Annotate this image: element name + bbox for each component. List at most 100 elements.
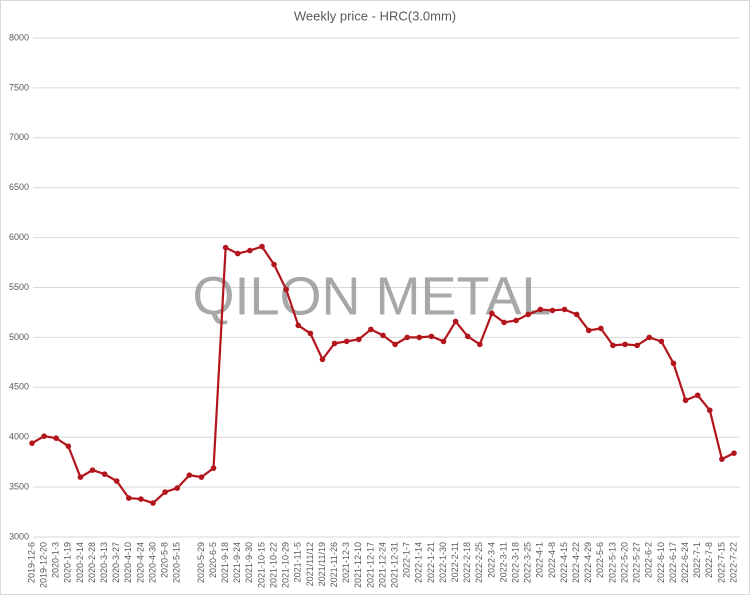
point — [634, 342, 640, 349]
x-tick-label: 2022-2-25 — [474, 542, 484, 583]
x-tick-label: 2021-10-15 — [256, 542, 266, 588]
point — [53, 435, 60, 441]
point — [513, 317, 519, 324]
y-tick-label: 7000 — [9, 132, 29, 142]
point — [29, 440, 35, 446]
point — [138, 496, 144, 502]
x-tick-label: 2022-3-25 — [523, 542, 533, 583]
point — [355, 336, 362, 343]
x-tick-label: 2022-3-4 — [486, 542, 496, 578]
x-tick-label: 2022-5-13 — [607, 542, 617, 583]
point — [101, 471, 108, 477]
x-tick-label: 2021/11/12 — [305, 542, 315, 586]
x-tick-label: 2021-11-5 — [293, 542, 303, 582]
x-tick-label: 2019-12-6 — [26, 542, 36, 583]
point — [658, 338, 665, 345]
point — [452, 318, 459, 325]
point — [307, 330, 314, 337]
point — [537, 306, 544, 313]
y-tick-label: 8000 — [9, 32, 29, 42]
x-tick-label: 2020-2-14 — [75, 542, 85, 583]
x-tick-label: 2022-1-14 — [414, 542, 424, 583]
point — [222, 244, 229, 251]
point — [295, 322, 302, 329]
point — [283, 286, 289, 293]
y-tick-label: 4500 — [9, 382, 29, 392]
point — [549, 307, 556, 314]
point — [77, 474, 84, 480]
x-tick-label: 2021-12-3 — [341, 542, 351, 583]
x-tick-label: 2020-5-15 — [172, 542, 182, 583]
point — [343, 338, 350, 345]
x-tick-label: 2022-4-29 — [583, 542, 593, 583]
point — [719, 456, 725, 462]
x-tick-label: 2022-6-24 — [680, 542, 690, 583]
point — [525, 311, 532, 318]
x-tick-label: 2022-6-17 — [668, 542, 678, 583]
x-tick-label: 2022-4-22 — [571, 542, 581, 583]
x-tick-label: 2020-3-13 — [99, 542, 109, 583]
point — [646, 334, 653, 341]
x-tick-label: 2019-12-20 — [38, 542, 48, 588]
x-tick-label: 2020-6-5 — [208, 542, 218, 578]
x-tick-label: 2022-1-21 — [426, 542, 436, 583]
point — [259, 243, 265, 250]
x-tick-label: 2021-10-22 — [268, 542, 278, 588]
x-tick-label: 2022-7-1 — [692, 542, 702, 578]
x-tick-label: 2020-4-10 — [123, 542, 133, 583]
x-tick-label: 2022-5-27 — [632, 542, 642, 583]
point — [271, 261, 277, 268]
point — [489, 310, 495, 317]
x-tick-label: 2021-12-31 — [389, 542, 399, 588]
y-tick-label: 7500 — [9, 82, 29, 92]
point — [682, 397, 689, 404]
point — [186, 472, 193, 478]
x-tick-label: 2021-12-17 — [365, 542, 375, 588]
point — [501, 319, 507, 326]
point — [585, 327, 592, 334]
x-tick-label: 2021-9-18 — [220, 542, 230, 583]
x-tick-label: 2021-9-30 — [244, 542, 254, 583]
x-tick-label: 2022-4-1 — [535, 542, 545, 578]
point — [416, 334, 423, 341]
x-tick-label: 2022-7-22 — [728, 542, 738, 583]
x-tick-label: 2020-4-24 — [135, 542, 145, 583]
point — [440, 338, 447, 345]
x-tick-label: 2022-1-30 — [438, 542, 448, 583]
point — [610, 342, 616, 349]
x-tick-label: 2021/11/19 — [317, 542, 327, 586]
point — [174, 485, 181, 491]
x-tick-label: 2022-2-18 — [462, 542, 472, 583]
point — [573, 311, 580, 318]
point — [234, 250, 241, 257]
x-tick-label: 2020-5-8 — [160, 542, 170, 578]
x-tick-label: 2022-6-2 — [644, 542, 654, 578]
y-tick-label: 3500 — [9, 481, 29, 491]
point — [392, 341, 398, 348]
point — [368, 326, 374, 333]
x-tick-label: 2022-5-20 — [619, 542, 629, 583]
point — [65, 443, 72, 449]
y-tick-label: 5500 — [9, 282, 29, 292]
point — [113, 478, 120, 484]
x-tick-label: 2021-9-24 — [232, 542, 242, 583]
point — [561, 306, 568, 313]
point — [598, 325, 604, 332]
point — [428, 333, 435, 340]
y-tick-label: 3000 — [9, 531, 29, 541]
y-tick-label: 5000 — [9, 332, 29, 342]
y-tick-label: 6000 — [9, 232, 29, 242]
point — [477, 341, 483, 348]
x-tick-label: 2022-6-10 — [656, 542, 666, 583]
y-tick-label: 6500 — [9, 182, 29, 192]
x-tick-label: 2020-3-27 — [111, 542, 121, 583]
x-tick-label: 2022-5-6 — [595, 542, 605, 578]
point — [150, 500, 156, 506]
x-tick-label: 2022-4-8 — [547, 542, 557, 578]
x-tick-label: 2022-7-8 — [704, 542, 714, 578]
x-tick-label: 2020-1-3 — [51, 542, 61, 578]
point — [622, 341, 628, 348]
x-tick-label: 2020-5-29 — [196, 542, 206, 583]
